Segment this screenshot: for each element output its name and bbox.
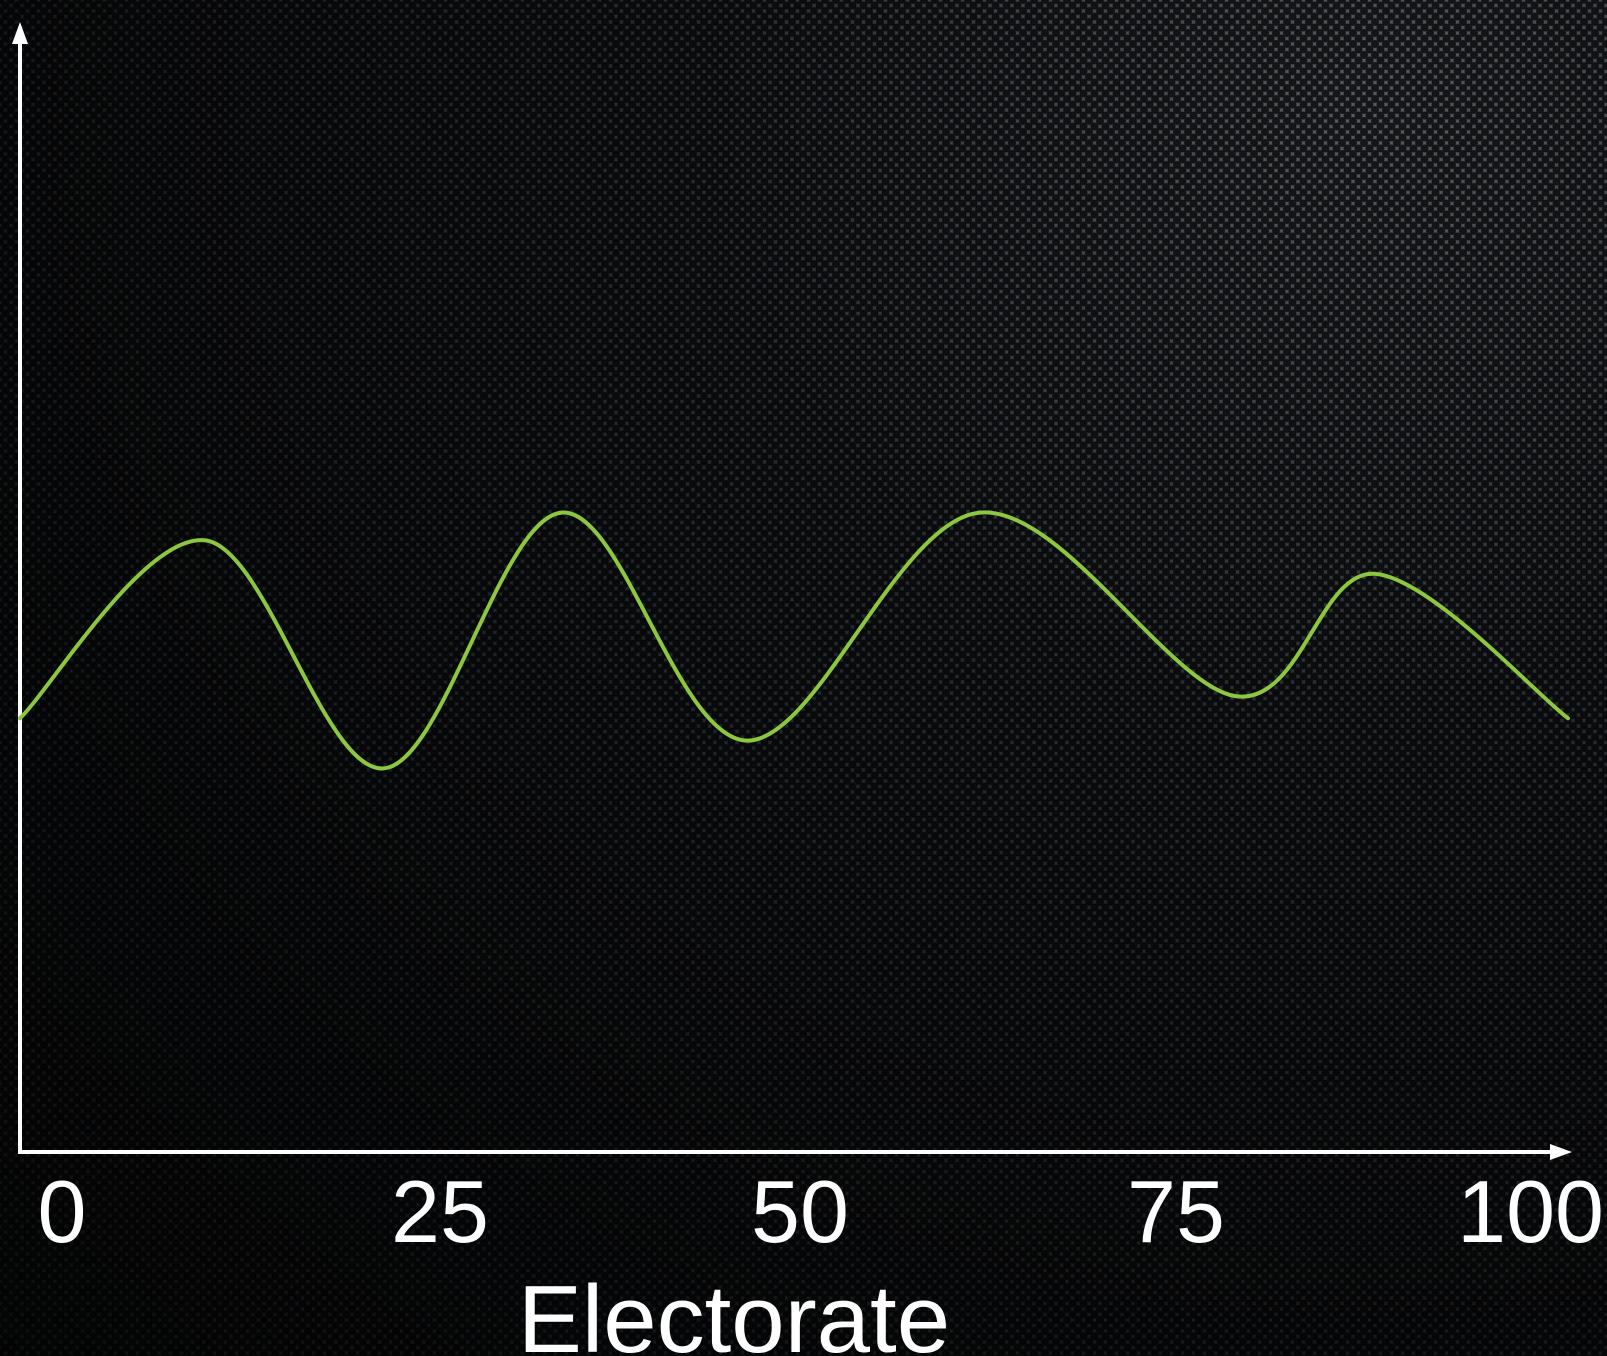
x-tick-label: 0 <box>38 1162 87 1261</box>
x-axis-arrowhead <box>1550 1144 1572 1160</box>
x-tick-labels: 0 25 50 75 100 <box>38 1162 1604 1261</box>
y-axis-arrowhead <box>12 22 28 44</box>
x-tick-label: 100 <box>1457 1162 1604 1261</box>
series-line <box>18 510 1570 771</box>
x-axis-label: Electorate <box>518 1266 950 1356</box>
y-axis <box>12 22 28 1152</box>
x-tick-label: 50 <box>751 1162 849 1261</box>
x-tick-label: 25 <box>391 1162 489 1261</box>
x-tick-label: 75 <box>1127 1162 1225 1261</box>
x-axis <box>18 1144 1572 1160</box>
